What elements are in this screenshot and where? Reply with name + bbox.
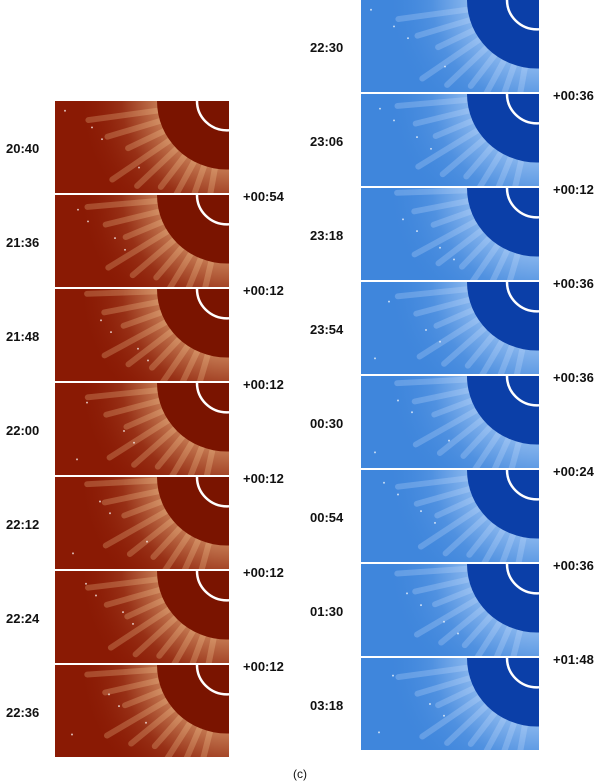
frame-time-label: 22:36	[6, 705, 40, 720]
coronagraph-frame	[361, 188, 539, 282]
coronagraph-frame	[55, 383, 229, 477]
frame-time-label: 23:18	[310, 228, 344, 243]
interval-label: +01:48	[553, 652, 594, 667]
interval-label: +00:12	[243, 377, 284, 392]
coronagraph-frame	[55, 195, 229, 289]
coronagraph-frame	[361, 470, 539, 564]
frame-time-label: 23:06	[310, 134, 344, 149]
coronagraph-frame	[55, 289, 229, 383]
interval-label: +00:12	[243, 471, 284, 486]
coronagraph-frame	[361, 564, 539, 658]
coronagraph-frame	[55, 665, 229, 759]
coronagraph-frame	[361, 658, 539, 752]
frame-time-label: 00:54	[310, 510, 344, 525]
interval-label: +00:36	[553, 558, 594, 573]
coronagraph-frame	[361, 282, 539, 376]
frame-time-label: 21:36	[6, 235, 40, 250]
interval-label: +00:12	[243, 565, 284, 580]
interval-label: +00:54	[243, 189, 284, 204]
frame-time-label: 03:18	[310, 698, 344, 713]
coronagraph-frame	[55, 477, 229, 571]
coronagraph-frame	[55, 571, 229, 665]
interval-label: +00:12	[553, 182, 594, 197]
frame-time-label: 01:30	[310, 604, 344, 619]
frame-time-label: 00:30	[310, 416, 344, 431]
frame-time-label: 22:00	[6, 423, 40, 438]
interval-label: +00:36	[553, 370, 594, 385]
interval-label: +00:36	[553, 276, 594, 291]
interval-label: +00:12	[243, 283, 284, 298]
frame-time-label: 22:12	[6, 517, 40, 532]
interval-label: +00:24	[553, 464, 594, 479]
frame-time-label: 23:54	[310, 322, 344, 337]
right-image-column	[361, 0, 539, 752]
frame-time-label: 22:24	[6, 611, 40, 626]
interval-label: +00:36	[553, 88, 594, 103]
coronagraph-frame	[361, 0, 539, 94]
interval-label: +00:12	[243, 659, 284, 674]
figure-caption: (c)	[293, 767, 307, 781]
coronagraph-frame	[55, 101, 229, 195]
left-image-column	[55, 101, 229, 759]
frame-time-label: 20:40	[6, 141, 40, 156]
coronagraph-frame	[361, 376, 539, 470]
coronagraph-frame	[361, 94, 539, 188]
frame-time-label: 21:48	[6, 329, 40, 344]
frame-time-label: 22:30	[310, 40, 344, 55]
